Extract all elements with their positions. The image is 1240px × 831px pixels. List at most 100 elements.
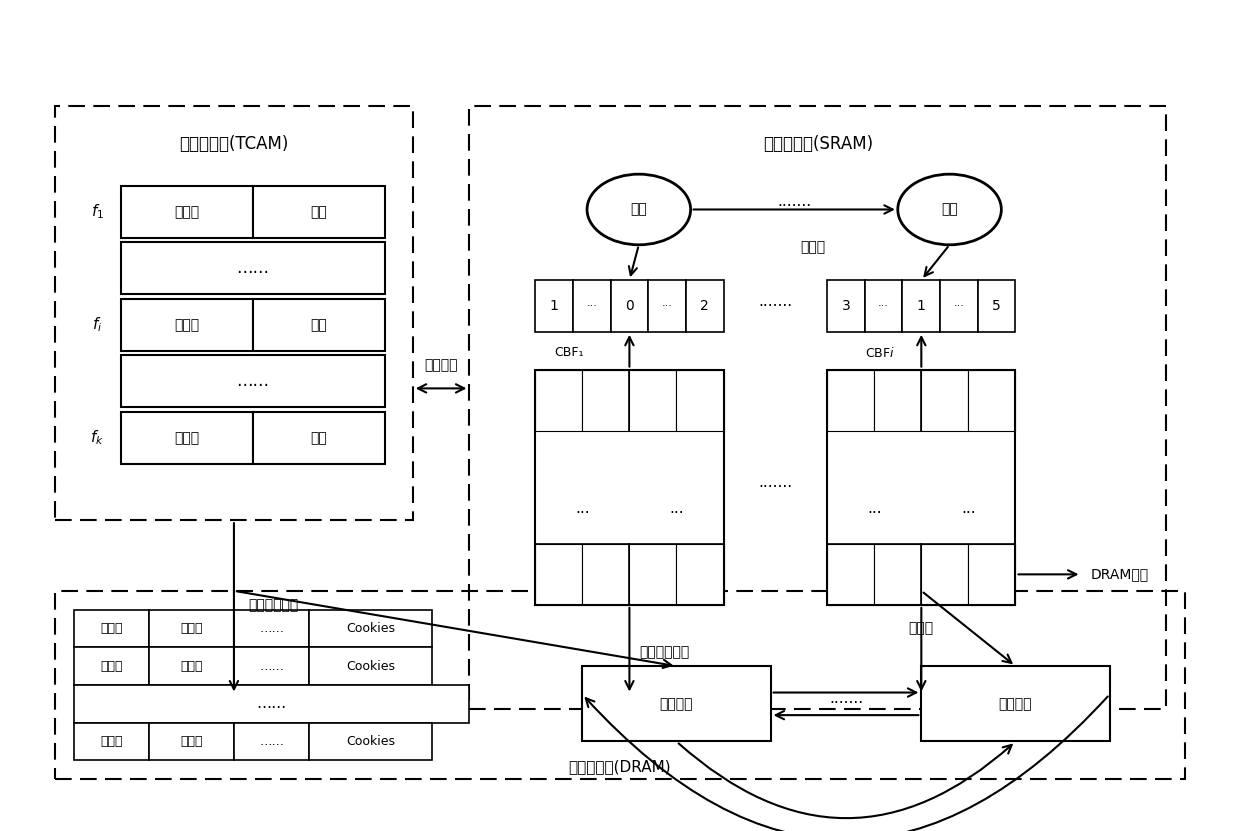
Text: 掩码: 掩码 (630, 203, 647, 217)
Bar (940, 280, 978, 332)
Bar (309, 723, 432, 760)
Bar (149, 610, 234, 647)
Bar (234, 647, 309, 685)
Bar (921, 543, 968, 605)
Bar (874, 370, 921, 430)
Bar (583, 370, 630, 430)
Text: 1: 1 (916, 299, 926, 313)
Text: 掩码: 掩码 (310, 317, 327, 332)
Text: ……: …… (237, 259, 269, 278)
Bar (677, 370, 724, 430)
Text: DRAM指针: DRAM指针 (1091, 568, 1149, 582)
Text: 1: 1 (549, 299, 558, 313)
Text: $f_k$: $f_k$ (91, 429, 104, 447)
Bar (536, 370, 630, 430)
Bar (921, 370, 968, 430)
Text: ·······: ······· (828, 696, 863, 711)
Bar (583, 666, 770, 741)
Bar (149, 723, 234, 760)
Text: ···: ··· (961, 505, 976, 521)
Bar (630, 543, 677, 605)
Bar (536, 543, 583, 605)
Text: 动作集: 动作集 (180, 622, 203, 635)
Text: 掩码: 掩码 (941, 203, 959, 217)
Text: 匹配域: 匹配域 (909, 622, 934, 636)
Bar (253, 186, 384, 238)
Bar (921, 370, 1016, 430)
Text: Cookies: Cookies (346, 622, 396, 635)
Bar (122, 243, 384, 294)
Bar (827, 543, 874, 605)
Bar (253, 299, 384, 351)
Bar (573, 280, 610, 332)
Bar (309, 647, 432, 685)
Bar (827, 280, 864, 332)
Bar (827, 543, 921, 605)
Bar (74, 647, 149, 685)
Bar (122, 412, 253, 464)
Text: ···: ··· (878, 301, 889, 311)
Text: ···: ··· (670, 505, 683, 521)
Bar (74, 723, 149, 760)
Text: ···: ··· (867, 505, 882, 521)
Text: ·······: ······· (759, 479, 792, 494)
Bar (536, 370, 583, 430)
Bar (827, 370, 921, 430)
Bar (649, 280, 686, 332)
Text: Cookies: Cookies (346, 660, 396, 672)
Bar (978, 280, 1016, 332)
Bar (234, 723, 309, 760)
Bar (122, 356, 384, 407)
Text: ……: …… (259, 660, 284, 672)
Text: 掩码: 掩码 (310, 204, 327, 219)
Bar (74, 610, 149, 647)
Bar (903, 280, 940, 332)
Bar (968, 370, 1016, 430)
Bar (686, 280, 724, 332)
Bar (149, 647, 234, 685)
Text: 3: 3 (842, 299, 851, 313)
Bar (536, 370, 724, 605)
Bar (55, 106, 413, 520)
Bar (536, 543, 630, 605)
Text: 匹配域: 匹配域 (175, 317, 200, 332)
Bar (827, 370, 874, 430)
Text: 表项内容存取: 表项内容存取 (248, 598, 299, 612)
Text: ···: ··· (954, 301, 965, 311)
Bar (55, 591, 1185, 779)
Bar (470, 106, 1166, 709)
Bar (122, 299, 253, 351)
Text: ···: ··· (587, 301, 598, 311)
Text: 匹配域: 匹配域 (175, 430, 200, 445)
Text: ···: ··· (662, 301, 672, 311)
Bar (234, 610, 309, 647)
Ellipse shape (898, 175, 1002, 245)
Text: Cookies: Cookies (346, 735, 396, 748)
Text: 静默流表层(SRAM): 静默流表层(SRAM) (763, 135, 873, 153)
Text: 表项替换: 表项替换 (424, 358, 458, 371)
Text: ……: …… (259, 735, 284, 748)
Text: 计数器: 计数器 (100, 622, 123, 635)
Bar (630, 370, 724, 430)
Text: CBF₁: CBF₁ (554, 346, 584, 359)
Text: 5: 5 (992, 299, 1001, 313)
Text: 计数器: 计数器 (100, 660, 123, 672)
Ellipse shape (587, 175, 691, 245)
Bar (309, 610, 432, 647)
Text: 动作集: 动作集 (180, 660, 203, 672)
Text: 表项内容存取: 表项内容存取 (639, 645, 689, 659)
Bar (74, 685, 470, 723)
Text: $f_i$: $f_i$ (92, 316, 103, 334)
Bar (921, 666, 1110, 741)
Text: 匹配域: 匹配域 (175, 204, 200, 219)
Bar (630, 370, 677, 430)
Text: ·······: ······· (759, 298, 792, 313)
Bar (122, 186, 253, 238)
Text: $f_1$: $f_1$ (91, 203, 104, 221)
Text: 流表存储层(DRAM): 流表存储层(DRAM) (569, 760, 671, 774)
Text: ……: …… (257, 696, 286, 711)
Text: ……: …… (259, 622, 284, 635)
Text: 动作集: 动作集 (180, 735, 203, 748)
Text: 表项内容: 表项内容 (660, 697, 693, 711)
Bar (253, 412, 384, 464)
